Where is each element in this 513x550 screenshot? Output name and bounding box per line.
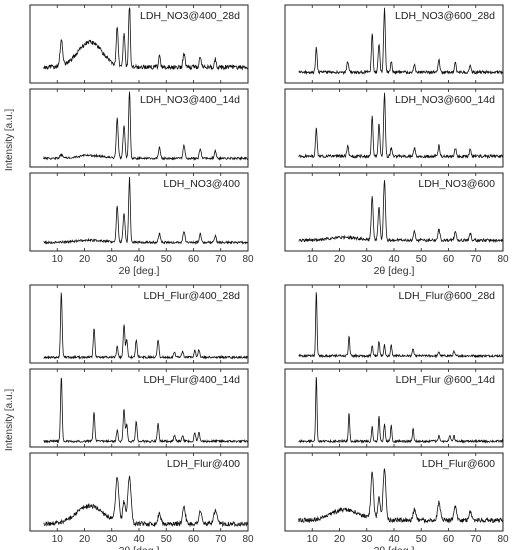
- panel-title: LDH_NO3@600: [418, 178, 495, 190]
- panel-frame: [29, 4, 249, 84]
- x-tick-label: 10: [52, 534, 64, 545]
- y-axis-label-bottom: Intensity [a.u.]: [4, 389, 15, 451]
- x-tick-label: 70: [215, 254, 227, 265]
- xrd-panel-5: LDH_NO3@600_14d: [284, 88, 504, 168]
- panel-title: LDH_NO3@400: [163, 178, 240, 190]
- panel-title: LDH_NO3@600_28d: [395, 10, 495, 22]
- xrd-panel-2: LDH_NO3@400_14d: [29, 88, 249, 168]
- xrd-pattern-line: [298, 180, 503, 243]
- xrd-panel-1: LDH_NO3@400_28d: [29, 4, 249, 84]
- x-axis-label: 2θ [deg.]: [119, 545, 160, 550]
- x-tick-label: 70: [215, 534, 227, 545]
- xrd-pattern-line: [43, 91, 248, 162]
- panel-frame: [29, 368, 249, 448]
- x-tick-label: 10: [52, 254, 64, 265]
- xrd-pattern-line: [43, 292, 248, 360]
- x-axis-label: 2θ [deg.]: [374, 545, 415, 550]
- panel-title: LDH_Flur@600: [422, 458, 495, 470]
- panels-layer: LDH_NO3@400_28d LDH_NO3@400_14d 10 20 30 40 50…: [29, 4, 509, 550]
- panel-title: LDH_Flur@400_14d: [144, 374, 241, 386]
- panel-title: LDH_Flur @600_14d: [396, 374, 496, 386]
- panel-frame: [284, 368, 504, 448]
- xrd-pattern-line: [298, 92, 503, 160]
- xrd-pattern-line: [298, 468, 503, 524]
- xrd-panel-7: LDH_Flur@400_28d: [29, 284, 249, 364]
- xrd-pattern-line: [298, 7, 503, 76]
- x-axis-label: 2θ [deg.]: [119, 265, 160, 277]
- xrd-panel-4: LDH_NO3@600_28d: [284, 4, 504, 84]
- x-tick-label: 70: [470, 254, 482, 265]
- x-tick-label: 20: [79, 534, 91, 545]
- x-tick-label: 40: [388, 254, 400, 265]
- x-tick-label: 20: [334, 254, 346, 265]
- x-tick-label: 10: [307, 534, 319, 545]
- xrd-pattern-line: [43, 7, 248, 71]
- panel-frame: [284, 172, 504, 252]
- x-tick-label: 20: [334, 534, 346, 545]
- x-tick-label: 40: [133, 254, 145, 265]
- x-tick-label: 20: [79, 254, 91, 265]
- xrd-panel-3: 10 20 30 40 50 60 70 80 LDH_NO3@400 2θ [deg.]: [29, 172, 254, 277]
- shared-labels-layer: Intensity [a.u.] Intensity [a.u.]: [4, 109, 15, 451]
- x-tick-label: 30: [361, 534, 373, 545]
- x-tick-label: 80: [242, 254, 254, 265]
- x-tick-label: 70: [470, 534, 482, 545]
- x-tick-label: 80: [497, 534, 509, 545]
- panel-title: LDH_NO3@600_14d: [395, 94, 495, 106]
- xrd-panel-10: LDH_Flur@600_28d: [284, 284, 504, 364]
- x-tick-label: 10: [307, 254, 319, 265]
- xrd-panel-11: LDH_Flur @600_14d: [284, 368, 504, 448]
- x-tick-label: 60: [188, 534, 200, 545]
- xrd-panel-12: 10 20 30 40 50 60 70 80 LDH_Flur@600 2θ [deg.]: [284, 452, 509, 550]
- x-tick-label: 40: [133, 534, 145, 545]
- panel-title: LDH_Flur@600_28d: [399, 290, 496, 302]
- x-tick-label: 30: [106, 254, 118, 265]
- xrd-panel-6: 10 20 30 40 50 60 70 80 LDH_NO3@600 2θ [deg.]: [284, 172, 509, 277]
- panel-frame: [29, 88, 249, 168]
- xrd-pattern-line: [43, 176, 248, 245]
- panel-title: LDH_NO3@400_28d: [140, 10, 240, 22]
- panel-title: LDH_NO3@400_14d: [140, 94, 240, 106]
- x-tick-label: 40: [388, 534, 400, 545]
- x-tick-label: 60: [188, 254, 200, 265]
- x-tick-label: 30: [361, 254, 373, 265]
- xrd-pattern-line: [43, 475, 248, 528]
- x-tick-label: 50: [416, 534, 428, 545]
- x-tick-label: 80: [497, 254, 509, 265]
- x-axis-label: 2θ [deg.]: [374, 265, 415, 277]
- xrd-panel-8: LDH_Flur@400_14d: [29, 368, 249, 448]
- y-axis-label-top: Intensity [a.u.]: [4, 109, 15, 171]
- x-tick-label: 60: [443, 254, 455, 265]
- x-tick-label: 50: [161, 254, 173, 265]
- x-tick-label: 60: [443, 534, 455, 545]
- x-tick-label: 50: [416, 254, 428, 265]
- panel-title: LDH_Flur@400: [167, 458, 240, 470]
- x-tick-label: 30: [106, 534, 118, 545]
- xrd-pattern-line: [298, 376, 503, 444]
- panel-frame: [284, 88, 504, 168]
- panel-title: LDH_Flur@400_28d: [144, 290, 241, 302]
- xrd-panel-9: 10 20 30 40 50 60 70 80 LDH_Flur@400 2θ [deg.]: [29, 452, 254, 550]
- xrd-pattern-line: [298, 292, 503, 359]
- xrd-pattern-line: [43, 377, 248, 444]
- x-tick-label: 80: [242, 534, 254, 545]
- panel-frame: [29, 284, 249, 364]
- x-tick-label: 50: [161, 534, 173, 545]
